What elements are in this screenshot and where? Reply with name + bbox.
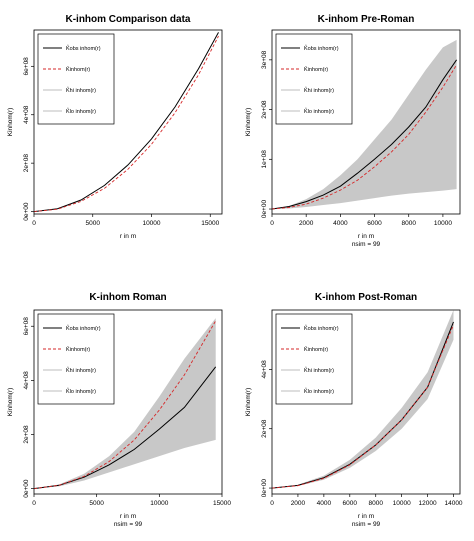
y-tick-label: 4e+08 [261, 360, 268, 379]
legend-box [37, 33, 115, 125]
y-tick-label: 2e+08 [23, 154, 30, 173]
panel-title: K-inhom Pre-Roman [318, 14, 415, 25]
envelope-band [34, 318, 216, 489]
x-tick-label: 4000 [333, 220, 348, 227]
panel-2: K-inhom Pre-Roman 0 2000 4000 6000 8000 10000 0… [245, 14, 461, 248]
x-tick-label: 15000 [201, 220, 219, 227]
legend-box [275, 313, 353, 405]
x-tick-label: 0 [32, 220, 36, 227]
legend: K̂obs inhom(r) K̄inhom(r) K̂hi inhom(r) K̂l… [275, 313, 353, 405]
nsim-label: nsim = 99 [352, 521, 381, 528]
x-tick-label: 6000 [343, 500, 358, 507]
legend-label: K̂obs inhom(r) [66, 45, 101, 52]
envelope-band [272, 39, 457, 210]
panel-4: K-inhom Post-Roman 0 2000 4000 6000 8000 10000… [245, 292, 463, 528]
y-axis-label: Kinhom(r) [245, 108, 252, 137]
x-tick-label: 10000 [150, 500, 168, 507]
plot-frame [33, 29, 223, 215]
legend-label: K̄inhom(r) [66, 346, 90, 353]
nsim-label: nsim = 99 [114, 521, 143, 528]
x-tick-label: 15000 [213, 500, 231, 507]
y-tick-label: 0e+00 [261, 200, 268, 219]
x-tick-label: 12000 [419, 500, 437, 507]
x-tick-label: 0 [270, 500, 274, 507]
x-tick-label: 5000 [89, 500, 104, 507]
legend-label: K̂lo inhom(r) [66, 108, 96, 115]
y-tick-label: 0e+00 [23, 479, 30, 498]
panel-1: K-inhom Comparison data 0 5000 10000 15000 0e… [7, 14, 223, 240]
legend-label: K̂hi inhom(r) [66, 87, 96, 94]
y-tick-label: 2e+08 [23, 425, 30, 444]
plot-frame [271, 309, 461, 495]
x-tick-label: 8000 [401, 220, 416, 227]
x-tick-label: 2000 [299, 220, 314, 227]
x-tick-label: 10000 [393, 500, 411, 507]
legend-box [275, 33, 353, 125]
x-tick-label: 2000 [291, 500, 306, 507]
panel-title: K-inhom Roman [89, 292, 166, 303]
y-tick-label: 4e+08 [23, 105, 30, 124]
y-tick-label: 0e+00 [23, 202, 30, 221]
legend-box [37, 313, 115, 405]
x-axis-label: r in m [120, 233, 136, 240]
x-tick-label: 14000 [444, 500, 462, 507]
x-tick-label: 6000 [367, 220, 382, 227]
theoretical-line [271, 64, 457, 210]
x-tick-label: 10000 [434, 220, 452, 227]
legend: K̂obs inhom(r) K̄inhom(r) K̂hi inhom(r) K̂l… [37, 33, 115, 125]
theoretical-line [33, 35, 219, 213]
x-tick-label: 0 [270, 220, 274, 227]
legend-label: K̂hi inhom(r) [304, 367, 334, 374]
panel-3: K-inhom Roman 0 5000 10000 15000 0e+00 2e+08 4e… [7, 292, 231, 528]
legend-label: K̄inhom(r) [304, 66, 328, 73]
y-axis-label: Kinhom(r) [245, 388, 252, 417]
x-axis-label: r in m [358, 513, 374, 520]
legend-label: K̂obs inhom(r) [304, 45, 339, 52]
legend-label: K̂lo inhom(r) [304, 388, 334, 395]
y-tick-label: 0e+00 [261, 479, 268, 498]
legend-label: K̂obs inhom(r) [304, 325, 339, 332]
legend-label: K̂hi inhom(r) [304, 87, 334, 94]
y-tick-label: 4e+08 [23, 371, 30, 390]
plot-frame [33, 309, 223, 495]
x-axis-label: r in m [358, 233, 374, 240]
y-axis-label: Kinhom(r) [7, 108, 14, 137]
x-axis-label: r in m [120, 513, 136, 520]
legend: K̂obs inhom(r) K̄inhom(r) K̂hi inhom(r) K̂l… [275, 33, 353, 125]
nsim-label: nsim = 99 [352, 241, 381, 248]
legend-label: K̂obs inhom(r) [66, 325, 101, 332]
x-tick-label: 8000 [368, 500, 383, 507]
x-tick-label: 10000 [142, 220, 160, 227]
y-axis-label: Kinhom(r) [7, 388, 14, 417]
envelope-band [272, 310, 454, 489]
theoretical-line [271, 324, 454, 489]
plot-frame [271, 29, 461, 215]
y-tick-label: 1e+08 [261, 150, 268, 169]
legend-label: K̂lo inhom(r) [304, 108, 334, 115]
x-tick-label: 5000 [86, 220, 101, 227]
legend: K̂obs inhom(r) K̄inhom(r) K̂hi inhom(r) K̂l… [37, 313, 115, 405]
observed-line [33, 366, 217, 490]
y-tick-label: 6e+08 [23, 57, 30, 76]
legend-label: K̂hi inhom(r) [66, 367, 96, 374]
panel-title: K-inhom Comparison data [65, 14, 190, 25]
y-tick-label: 2e+08 [261, 100, 268, 119]
y-tick-label: 2e+08 [261, 419, 268, 438]
y-tick-label: 6e+08 [23, 317, 30, 336]
observed-line [271, 59, 458, 210]
legend-label: K̂lo inhom(r) [66, 388, 96, 395]
x-tick-label: 0 [32, 500, 36, 507]
legend-label: K̄inhom(r) [304, 346, 328, 353]
x-tick-label: 4000 [317, 500, 332, 507]
panel-title: K-inhom Post-Roman [315, 292, 417, 303]
observed-line [33, 32, 219, 213]
y-tick-label: 3e+08 [261, 50, 268, 69]
theoretical-line [33, 320, 217, 490]
legend-label: K̄inhom(r) [66, 66, 90, 73]
